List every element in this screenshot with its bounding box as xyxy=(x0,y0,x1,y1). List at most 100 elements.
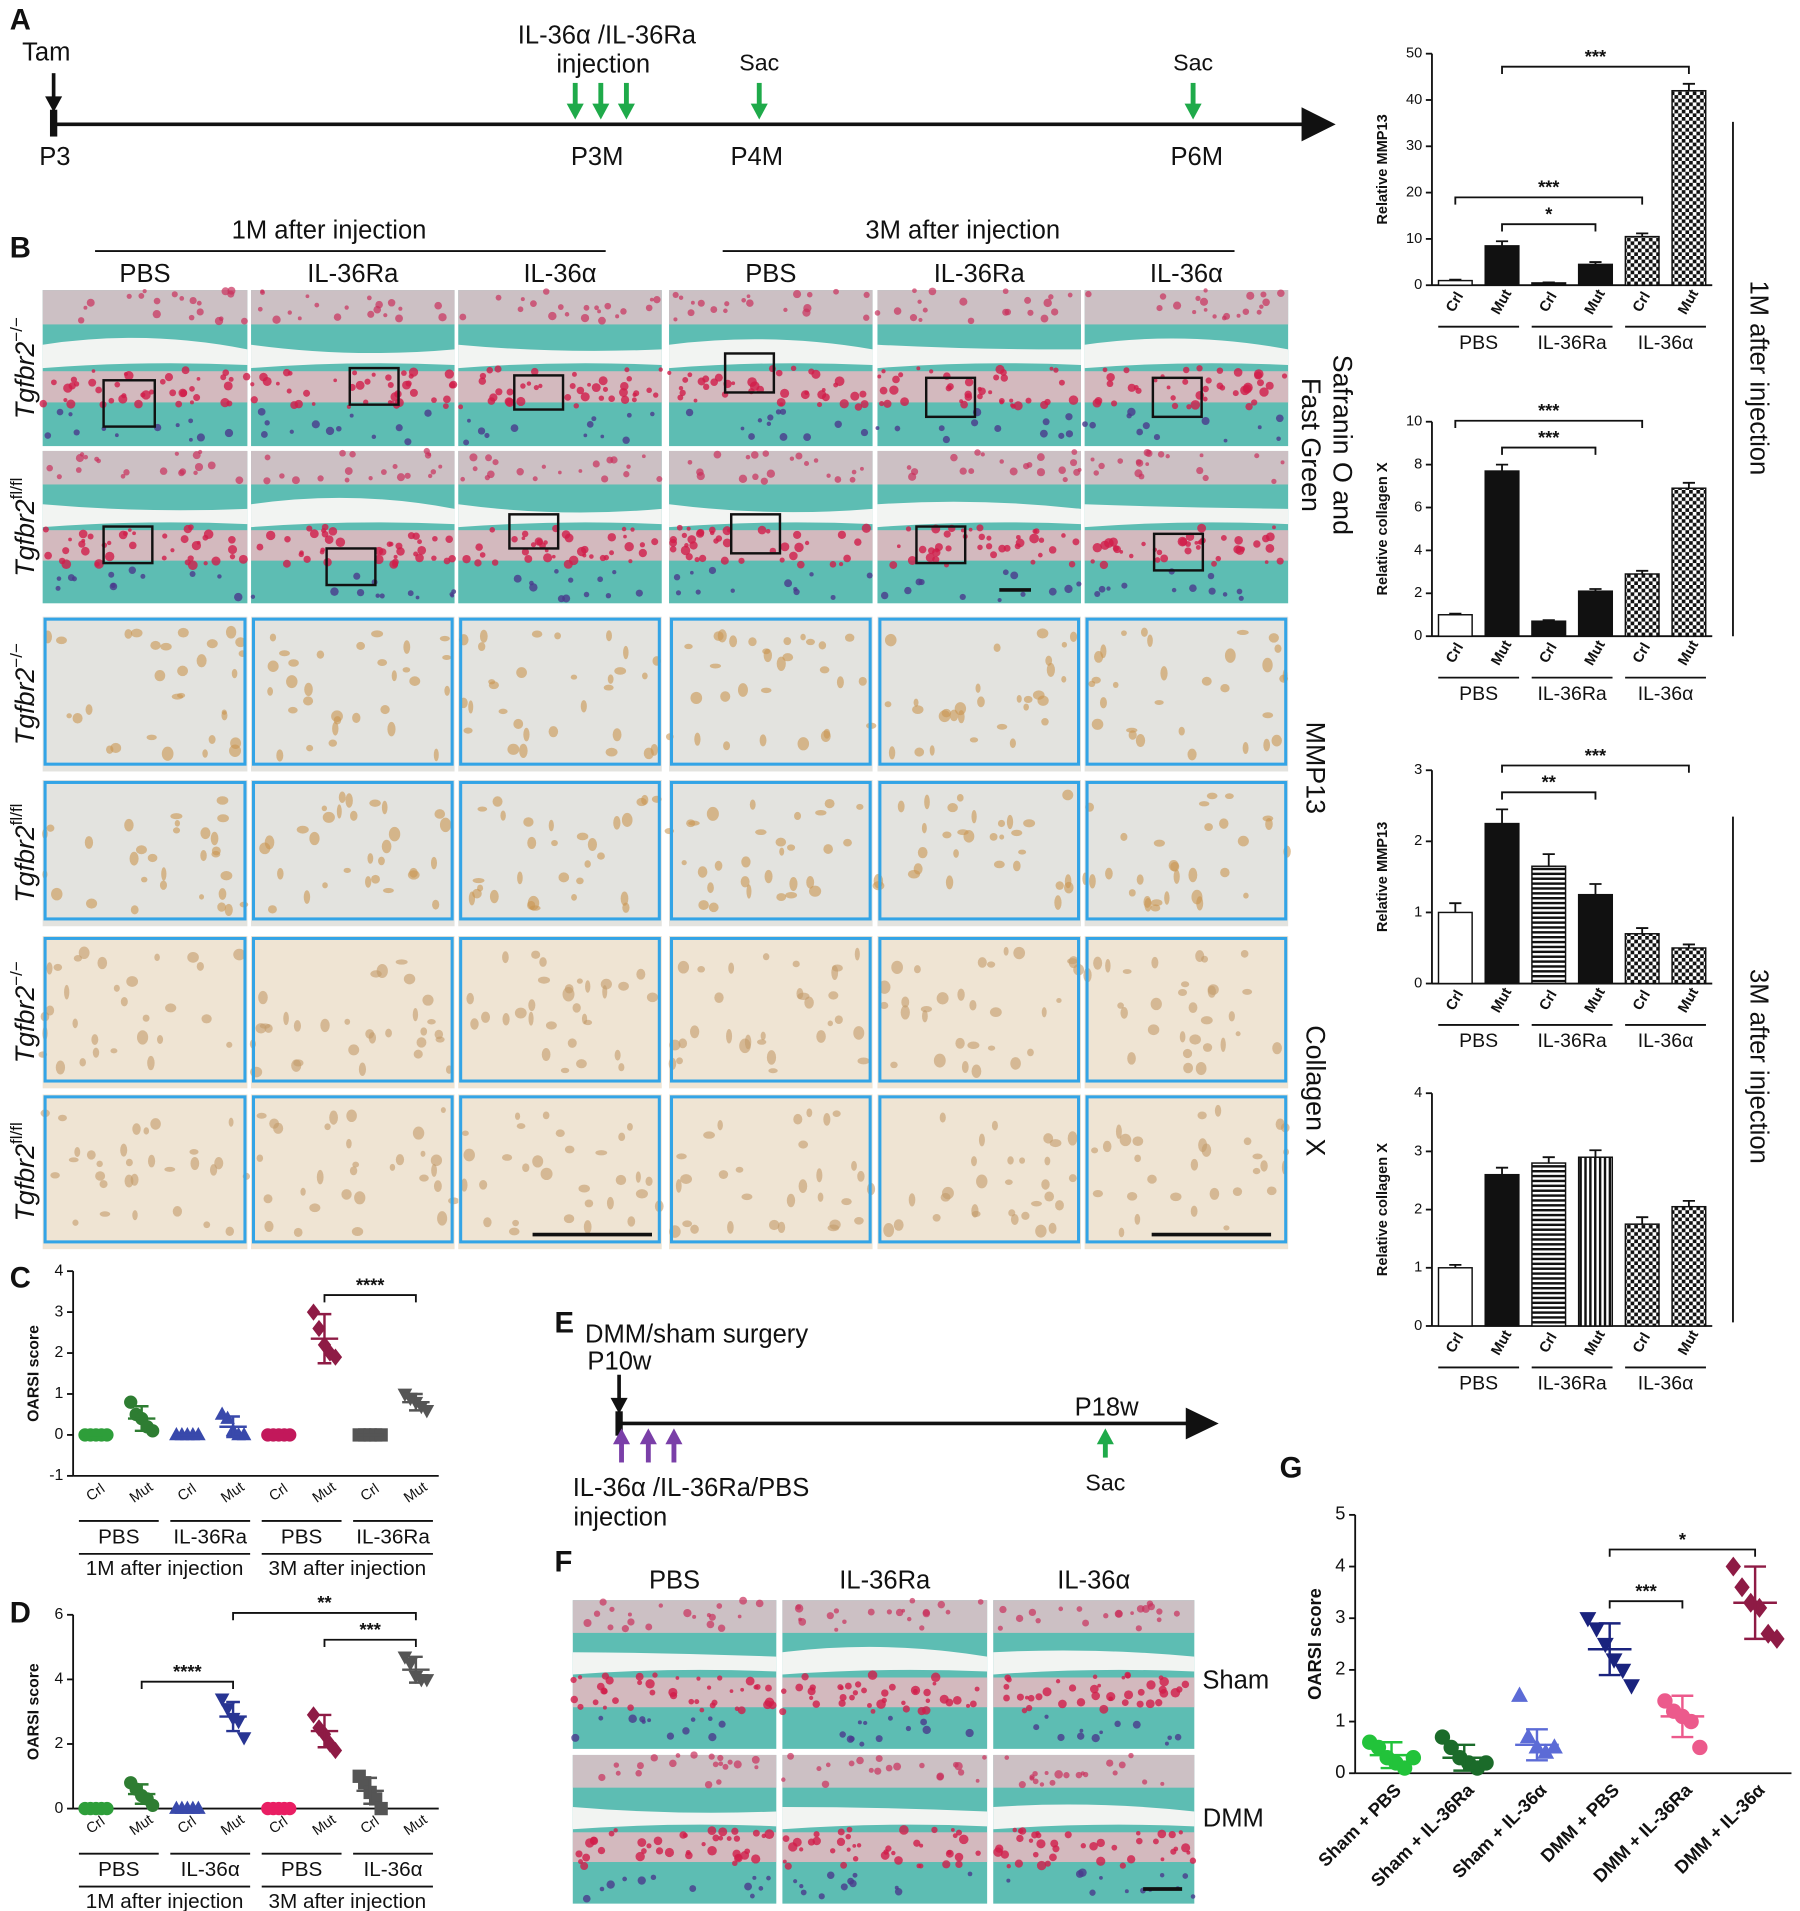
cell xyxy=(1089,1841,1098,1851)
cell xyxy=(969,737,979,743)
marrow xyxy=(600,434,605,439)
group-label: PBS xyxy=(98,1526,139,1549)
cartilage xyxy=(1084,290,1289,325)
cell xyxy=(183,524,193,534)
cell xyxy=(1195,295,1201,302)
y-tick-label: 2 xyxy=(1414,1201,1422,1217)
group-label: IL-36Ra xyxy=(1537,332,1606,354)
cell xyxy=(618,1132,626,1142)
x-tick-label: Crl xyxy=(1537,640,1561,666)
bar xyxy=(1577,590,1614,637)
cell xyxy=(533,385,539,391)
panel-letter: B xyxy=(10,233,31,265)
cell xyxy=(838,1699,846,1707)
cell xyxy=(110,1048,118,1054)
cell xyxy=(124,1174,134,1188)
y-tick-label: 0 xyxy=(55,1426,64,1443)
cell xyxy=(479,372,487,380)
cell xyxy=(1027,1694,1035,1702)
cell xyxy=(1077,467,1082,472)
cell xyxy=(484,474,490,481)
significance-bracket xyxy=(1501,446,1597,455)
cell xyxy=(760,1031,766,1041)
y-tick-label: 3 xyxy=(1335,1606,1345,1627)
cell xyxy=(380,469,387,475)
cell xyxy=(853,1026,865,1040)
cell xyxy=(448,1197,460,1205)
cell xyxy=(469,453,478,462)
cell xyxy=(120,473,126,479)
cell xyxy=(472,888,482,899)
cell xyxy=(687,535,697,544)
cell xyxy=(211,846,221,856)
cell xyxy=(1032,1778,1039,1785)
cell xyxy=(1205,377,1212,384)
significance-label: *** xyxy=(1585,46,1607,67)
marrow xyxy=(463,439,470,446)
cell xyxy=(833,1608,840,1614)
x-tick-label: Crl xyxy=(1537,1330,1561,1356)
cell xyxy=(267,905,277,914)
cell xyxy=(1068,1174,1077,1183)
cell xyxy=(883,1849,889,1855)
label: DMM/sham surgery xyxy=(585,1320,808,1348)
cell xyxy=(130,628,143,638)
cell xyxy=(1145,1699,1155,1709)
marrow xyxy=(852,1872,858,1878)
cell xyxy=(256,1154,264,1162)
cell xyxy=(615,1174,627,1186)
cell xyxy=(136,1030,149,1045)
cell xyxy=(583,1618,592,1628)
tissue xyxy=(669,936,873,1089)
cell xyxy=(1021,1211,1030,1220)
gene-name: Tgfbr2 xyxy=(10,825,40,903)
data-point xyxy=(1692,1739,1708,1756)
data-point xyxy=(323,1344,337,1362)
cell xyxy=(223,381,233,391)
data-point xyxy=(1519,1727,1537,1744)
cell xyxy=(1263,738,1271,752)
cell xyxy=(159,467,168,475)
y-tick-label: 3 xyxy=(1414,762,1422,778)
cell xyxy=(702,375,710,383)
error-bar xyxy=(1542,1156,1555,1164)
cell xyxy=(1146,1680,1156,1690)
data-point xyxy=(419,1674,435,1688)
cell xyxy=(950,1828,955,1832)
cell xyxy=(971,809,977,824)
marrow xyxy=(922,1725,931,1735)
roi-box xyxy=(1085,1095,1288,1244)
cell xyxy=(380,705,390,715)
cell xyxy=(1091,718,1104,730)
joint-space xyxy=(669,504,873,528)
cell xyxy=(272,315,281,324)
cell xyxy=(216,796,229,805)
cell xyxy=(68,537,72,542)
cell xyxy=(417,539,422,545)
cell xyxy=(187,555,194,562)
cell xyxy=(175,400,183,408)
cell xyxy=(704,1780,713,1789)
cell xyxy=(883,1223,895,1238)
bar xyxy=(1624,573,1660,637)
cell xyxy=(916,1863,922,1869)
cell xyxy=(1091,1147,1099,1154)
x-tick-label: Crl xyxy=(175,1814,199,1838)
marrow xyxy=(606,1880,615,1889)
cell xyxy=(196,308,204,316)
cell xyxy=(974,449,981,456)
cell xyxy=(228,376,234,382)
data-point xyxy=(1725,1556,1741,1577)
cell xyxy=(1211,560,1217,567)
cell xyxy=(1202,474,1209,482)
cell xyxy=(220,398,230,408)
cell xyxy=(1120,832,1128,841)
cell xyxy=(138,293,145,299)
cell xyxy=(344,467,353,475)
cell xyxy=(99,1211,111,1217)
cell xyxy=(615,314,620,319)
cell xyxy=(913,965,921,974)
cell xyxy=(489,889,499,904)
y-tick-label: 40 xyxy=(1406,92,1422,108)
data-point xyxy=(1734,1577,1750,1598)
